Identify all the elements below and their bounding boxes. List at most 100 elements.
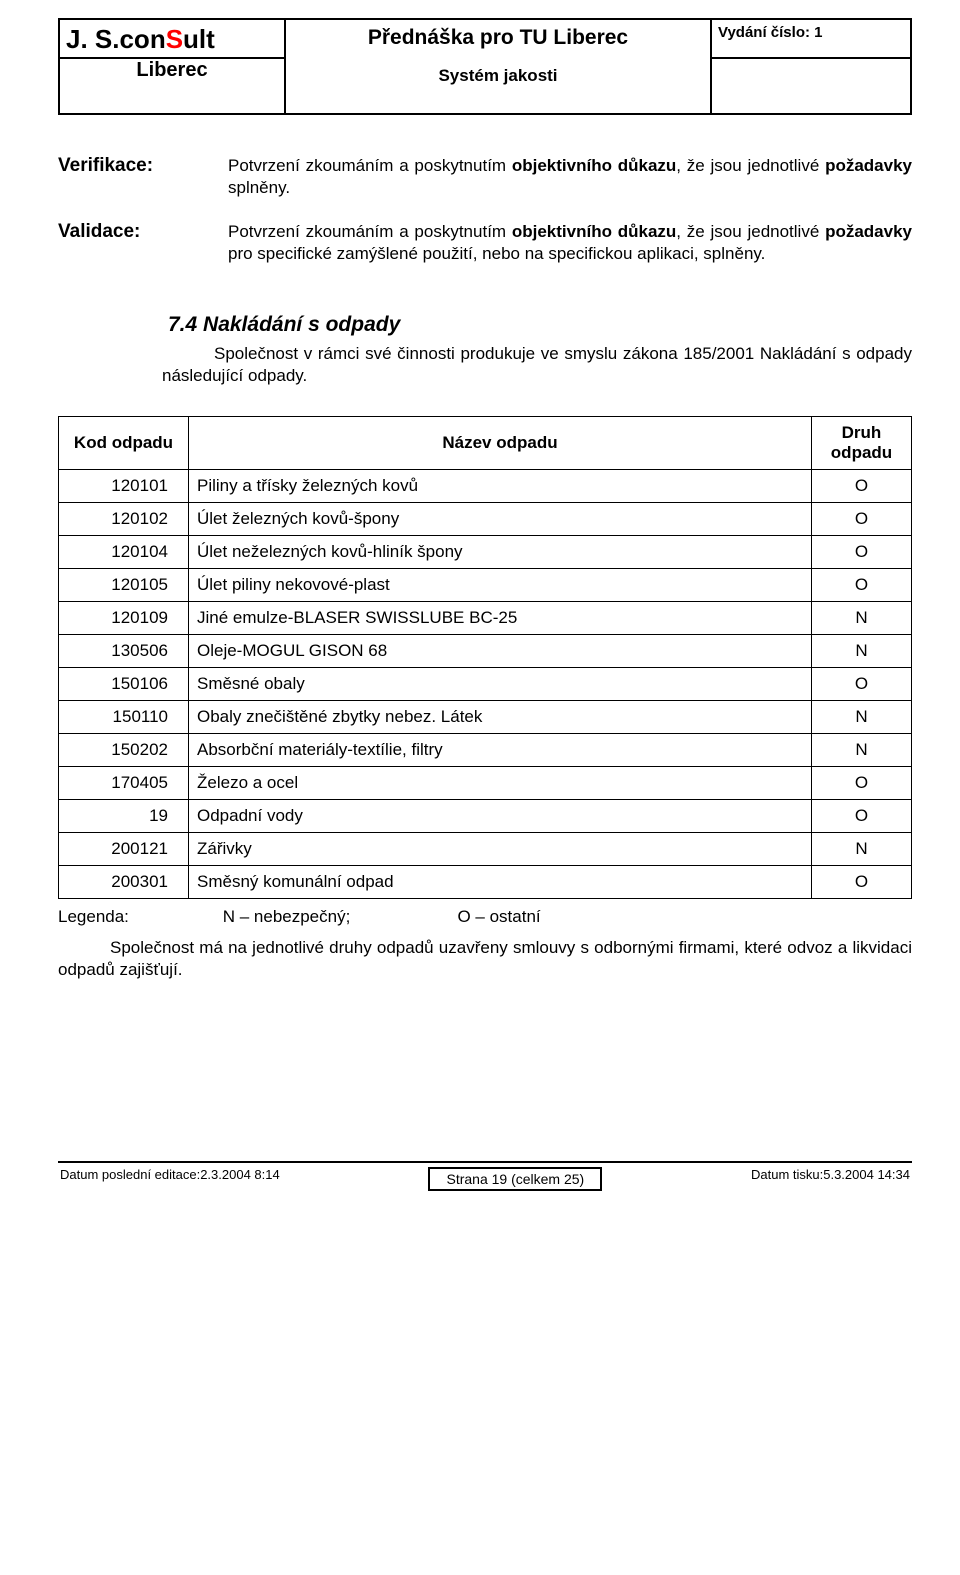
def-bold: požadavky: [825, 156, 912, 175]
def-bold: objektivního důkazu: [512, 222, 676, 241]
brand-part-red: S: [166, 24, 183, 54]
cell-code: 170405: [59, 766, 189, 799]
cell-code: 150106: [59, 667, 189, 700]
cell-code: 19: [59, 799, 189, 832]
section-heading: 7.4 Nakládání s odpady: [168, 313, 912, 337]
cell-type: N: [812, 733, 912, 766]
header-title: Přednáška pro TU Liberec: [292, 26, 704, 50]
cell-code: 150110: [59, 700, 189, 733]
cell-name: Úlet neželezných kovů-hliník špony: [189, 535, 812, 568]
definitions: Verifikace: Potvrzení zkoumáním a poskyt…: [58, 155, 912, 265]
cell-code: 120109: [59, 601, 189, 634]
brand-sub: Liberec: [136, 59, 207, 81]
waste-table: Kod odpadu Název odpadu Druh odpadu 1201…: [58, 416, 912, 899]
cell-type: O: [812, 799, 912, 832]
cell-type: O: [812, 502, 912, 535]
table-header-row: Kod odpadu Název odpadu Druh odpadu: [59, 416, 912, 469]
header-table: J. S.conSult Přednáška pro TU Liberec Sy…: [58, 18, 912, 115]
table-row: 150202Absorbční materiály-textílie, filt…: [59, 733, 912, 766]
page: J. S.conSult Přednáška pro TU Liberec Sy…: [0, 0, 960, 1211]
legend-n: N – nebezpečný;: [223, 907, 433, 927]
cell-code: 120104: [59, 535, 189, 568]
cell-type: N: [812, 634, 912, 667]
legend: Legenda: N – nebezpečný; O – ostatní: [58, 907, 912, 927]
cell-code: 120102: [59, 502, 189, 535]
definition-row: Verifikace: Potvrzení zkoumáním a poskyt…: [58, 155, 912, 199]
brand-cell-bot: Liberec: [59, 58, 285, 114]
cell-type: O: [812, 766, 912, 799]
definition-row: Validace: Potvrzení zkoumáním a poskytnu…: [58, 221, 912, 265]
table-row: 120101Piliny a třísky železných kovůO: [59, 469, 912, 502]
col-type: Druh odpadu: [812, 416, 912, 469]
cell-name: Piliny a třísky železných kovů: [189, 469, 812, 502]
legend-o: O – ostatní: [457, 907, 540, 927]
cell-type: O: [812, 667, 912, 700]
cell-name: Železo a ocel: [189, 766, 812, 799]
cell-name: Směsný komunální odpad: [189, 865, 812, 898]
table-row: 19Odpadní vodyO: [59, 799, 912, 832]
cell-code: 200121: [59, 832, 189, 865]
cell-name: Obaly znečištěné zbytky nebez. Látek: [189, 700, 812, 733]
table-row: 130506Oleje-MOGUL GISON 68N: [59, 634, 912, 667]
def-text: splněny.: [228, 178, 290, 197]
brand-part-c: ult: [183, 24, 215, 54]
cell-type: N: [812, 832, 912, 865]
table-row: 120104Úlet neželezných kovů-hliník špony…: [59, 535, 912, 568]
def-bold: požadavky: [825, 222, 912, 241]
def-term: Validace:: [58, 221, 228, 265]
def-text: Potvrzení zkoumáním a poskytnutím: [228, 156, 512, 175]
cell-name: Jiné emulze-BLASER SWISSLUBE BC-25: [189, 601, 812, 634]
def-bold: objektivního důkazu: [512, 156, 676, 175]
cell-code: 130506: [59, 634, 189, 667]
issue-empty: [711, 58, 911, 114]
waste-table-body: 120101Piliny a třísky železných kovůO120…: [59, 469, 912, 898]
footer: Datum poslední editace:2.3.2004 8:14 Str…: [58, 1163, 912, 1191]
cell-name: Odpadní vody: [189, 799, 812, 832]
table-row: 200301Směsný komunální odpadO: [59, 865, 912, 898]
cell-name: Oleje-MOGUL GISON 68: [189, 634, 812, 667]
def-text: , že jsou jednotlivé: [676, 156, 825, 175]
cell-name: Zářivky: [189, 832, 812, 865]
brand-cell-top: J. S.conSult: [59, 19, 285, 58]
table-row: 150106Směsné obalyO: [59, 667, 912, 700]
footer-mid: Strana 19 (celkem 25): [428, 1167, 602, 1191]
cell-name: Směsné obaly: [189, 667, 812, 700]
cell-name: Absorbční materiály-textílie, filtry: [189, 733, 812, 766]
header-subtitle: Systém jakosti: [292, 66, 704, 86]
def-body: Potvrzení zkoumáním a poskytnutím objekt…: [228, 221, 912, 265]
col-code: Kod odpadu: [59, 416, 189, 469]
cell-name: Úlet piliny nekovové-plast: [189, 568, 812, 601]
cell-type: O: [812, 568, 912, 601]
table-row: 200121ZářivkyN: [59, 832, 912, 865]
table-row: 120105Úlet piliny nekovové-plastO: [59, 568, 912, 601]
def-text: pro specifické zamýšlené použití, nebo n…: [228, 244, 765, 263]
table-row: 150110Obaly znečištěné zbytky nebez. Lát…: [59, 700, 912, 733]
header-title-cell: Přednáška pro TU Liberec Systém jakosti: [285, 19, 711, 114]
cell-name: Úlet železných kovů-špony: [189, 502, 812, 535]
table-row: 120102Úlet železných kovů-šponyO: [59, 502, 912, 535]
cell-type: N: [812, 601, 912, 634]
issue-cell: Vydání číslo: 1: [711, 19, 911, 58]
cell-code: 120105: [59, 568, 189, 601]
def-body: Potvrzení zkoumáním a poskytnutím objekt…: [228, 155, 912, 199]
footer-left: Datum poslední editace:2.3.2004 8:14: [60, 1167, 280, 1191]
cell-code: 120101: [59, 469, 189, 502]
def-term: Verifikace:: [58, 155, 228, 199]
closing-text: Společnost má na jednotlivé druhy odpadů…: [58, 937, 912, 981]
col-name: Název odpadu: [189, 416, 812, 469]
cell-type: O: [812, 535, 912, 568]
cell-code: 200301: [59, 865, 189, 898]
legend-label: Legenda:: [58, 907, 168, 927]
brand-part-a: J. S.con: [66, 24, 166, 54]
table-row: 170405Železo a ocelO: [59, 766, 912, 799]
section-body: Společnost v rámci své činnosti produkuj…: [110, 343, 912, 387]
def-text: , že jsou jednotlivé: [676, 222, 825, 241]
cell-type: N: [812, 700, 912, 733]
cell-type: O: [812, 469, 912, 502]
cell-code: 150202: [59, 733, 189, 766]
cell-type: O: [812, 865, 912, 898]
table-row: 120109Jiné emulze-BLASER SWISSLUBE BC-25…: [59, 601, 912, 634]
issue-text: Vydání číslo: 1: [718, 24, 822, 41]
def-text: Potvrzení zkoumáním a poskytnutím: [228, 222, 512, 241]
footer-right: Datum tisku:5.3.2004 14:34: [751, 1167, 910, 1191]
